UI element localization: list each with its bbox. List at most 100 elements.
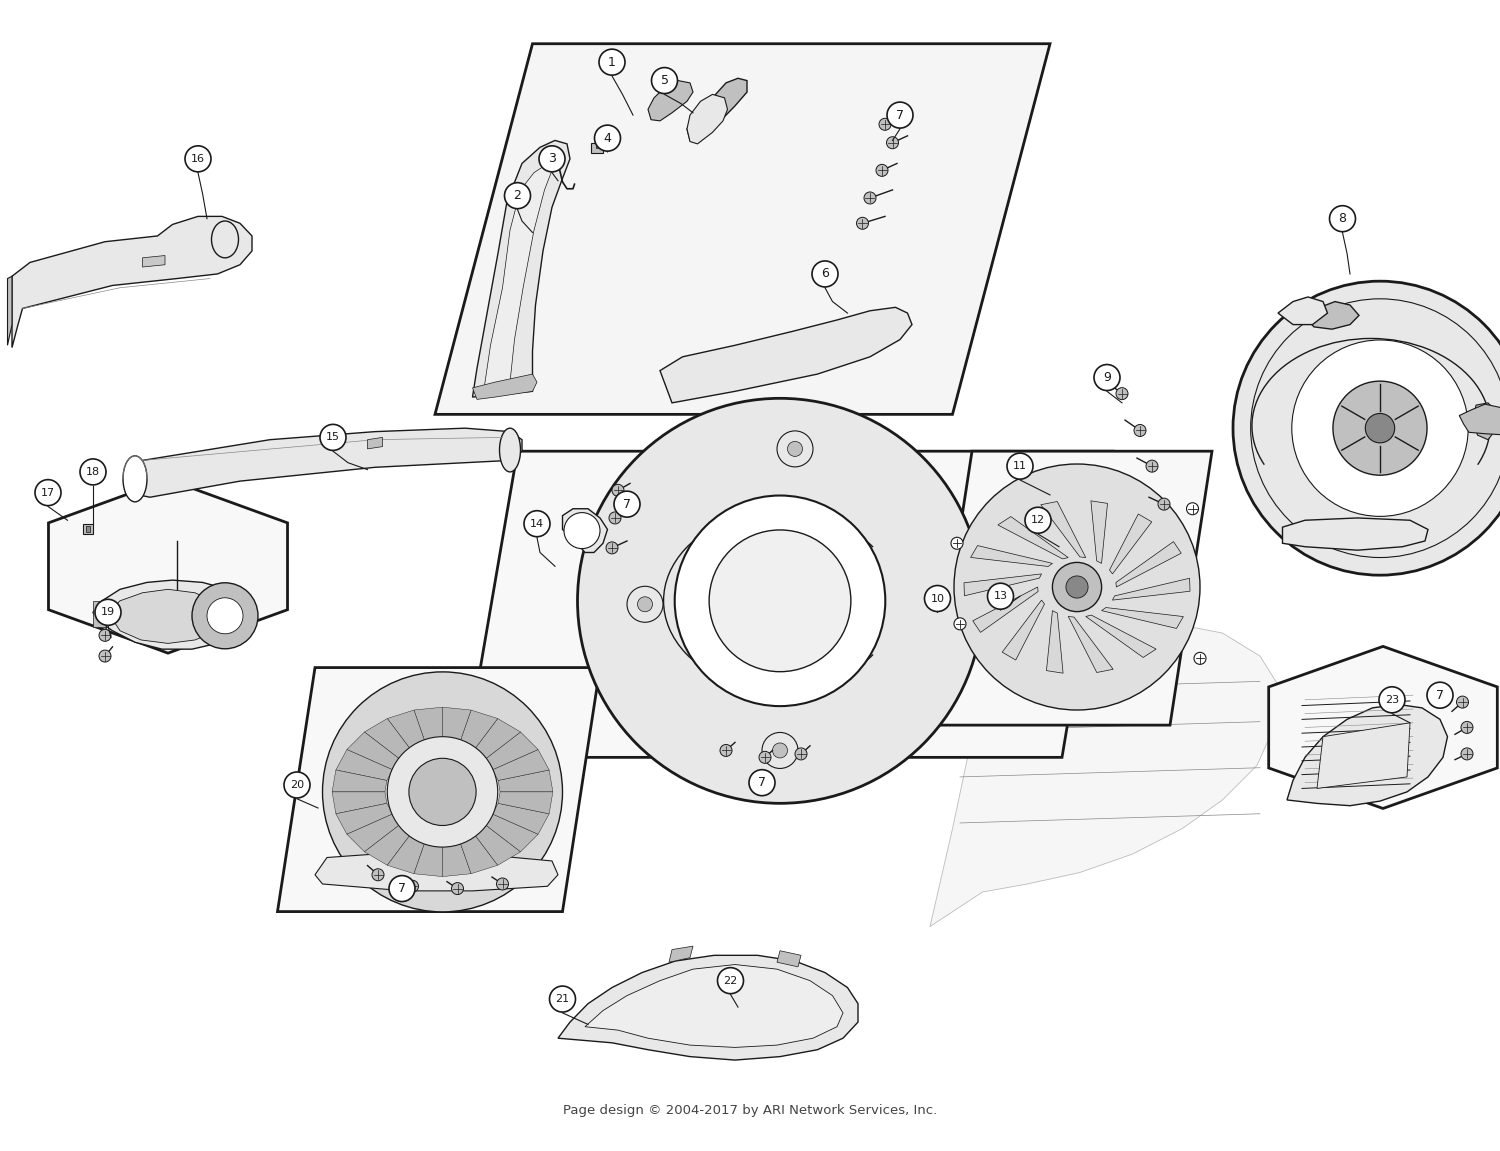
Text: ARI: ARI xyxy=(484,441,1016,710)
Circle shape xyxy=(1378,687,1406,712)
Ellipse shape xyxy=(211,221,238,258)
Text: 7: 7 xyxy=(398,882,406,895)
Polygon shape xyxy=(346,814,402,852)
Circle shape xyxy=(207,597,243,634)
Polygon shape xyxy=(368,437,382,449)
Polygon shape xyxy=(1317,723,1410,788)
Polygon shape xyxy=(8,276,12,345)
Polygon shape xyxy=(465,451,1113,757)
Circle shape xyxy=(879,119,891,130)
Polygon shape xyxy=(974,587,1038,632)
Text: 19: 19 xyxy=(100,608,116,617)
Polygon shape xyxy=(492,749,549,780)
Text: 6: 6 xyxy=(821,267,830,281)
Circle shape xyxy=(1066,576,1088,599)
Polygon shape xyxy=(1116,542,1180,587)
Polygon shape xyxy=(364,718,414,761)
Polygon shape xyxy=(142,256,165,267)
Text: 7: 7 xyxy=(758,776,766,790)
Polygon shape xyxy=(1090,501,1107,563)
Circle shape xyxy=(549,986,576,1012)
Polygon shape xyxy=(1305,302,1359,329)
Polygon shape xyxy=(414,707,442,749)
Circle shape xyxy=(951,538,963,549)
Text: 16: 16 xyxy=(190,154,206,163)
Polygon shape xyxy=(1287,704,1448,806)
Ellipse shape xyxy=(500,428,520,472)
Circle shape xyxy=(410,759,476,825)
Circle shape xyxy=(987,584,1014,609)
Polygon shape xyxy=(930,622,1278,927)
Polygon shape xyxy=(998,517,1068,559)
Polygon shape xyxy=(82,524,93,534)
Text: Page design © 2004-2017 by ARI Network Services, Inc.: Page design © 2004-2017 by ARI Network S… xyxy=(562,1104,938,1118)
Polygon shape xyxy=(108,589,228,643)
Polygon shape xyxy=(86,526,90,532)
Circle shape xyxy=(322,672,562,912)
Circle shape xyxy=(1334,381,1426,475)
Circle shape xyxy=(538,146,566,171)
Polygon shape xyxy=(1101,608,1184,628)
Text: 4: 4 xyxy=(603,131,612,145)
Circle shape xyxy=(1233,281,1500,576)
Text: 15: 15 xyxy=(326,433,340,442)
Polygon shape xyxy=(498,792,554,814)
Circle shape xyxy=(720,745,732,756)
Text: 10: 10 xyxy=(930,594,945,603)
Polygon shape xyxy=(483,814,538,852)
Circle shape xyxy=(924,586,951,611)
Text: 20: 20 xyxy=(290,780,304,790)
Circle shape xyxy=(564,512,600,549)
Circle shape xyxy=(1426,683,1454,708)
Polygon shape xyxy=(414,834,442,877)
Circle shape xyxy=(1007,453,1034,479)
Circle shape xyxy=(1024,508,1051,533)
Text: 22: 22 xyxy=(723,976,738,985)
Text: 21: 21 xyxy=(555,994,570,1004)
Circle shape xyxy=(788,441,802,457)
Polygon shape xyxy=(1473,403,1497,440)
Circle shape xyxy=(1094,365,1120,390)
Polygon shape xyxy=(278,668,600,912)
Circle shape xyxy=(717,968,744,993)
Circle shape xyxy=(99,630,111,641)
Circle shape xyxy=(675,496,885,706)
Text: 7: 7 xyxy=(1436,688,1444,702)
Polygon shape xyxy=(458,830,498,874)
Text: 1: 1 xyxy=(608,55,616,69)
Circle shape xyxy=(748,770,776,795)
Circle shape xyxy=(1146,460,1158,472)
Polygon shape xyxy=(648,81,693,121)
Text: 11: 11 xyxy=(1013,462,1028,471)
Text: 7: 7 xyxy=(622,497,632,511)
Polygon shape xyxy=(483,732,538,770)
Polygon shape xyxy=(777,951,801,967)
Polygon shape xyxy=(93,580,248,649)
Text: 13: 13 xyxy=(993,592,1008,601)
Circle shape xyxy=(496,878,508,890)
Circle shape xyxy=(864,192,876,204)
Polygon shape xyxy=(435,44,1050,414)
Circle shape xyxy=(524,511,550,536)
Polygon shape xyxy=(585,965,843,1047)
Circle shape xyxy=(856,218,868,229)
Polygon shape xyxy=(315,852,558,891)
Circle shape xyxy=(1292,340,1468,517)
Text: 18: 18 xyxy=(86,467,100,477)
Polygon shape xyxy=(1002,600,1044,660)
Polygon shape xyxy=(471,718,520,761)
Circle shape xyxy=(1186,503,1198,514)
Polygon shape xyxy=(472,140,570,397)
Circle shape xyxy=(772,742,788,759)
Circle shape xyxy=(406,881,418,892)
Ellipse shape xyxy=(123,456,147,502)
Polygon shape xyxy=(48,480,288,653)
Circle shape xyxy=(452,883,464,894)
Circle shape xyxy=(759,752,771,763)
Text: 9: 9 xyxy=(1102,371,1112,384)
Text: 17: 17 xyxy=(40,488,56,497)
Circle shape xyxy=(1116,388,1128,399)
Text: 5: 5 xyxy=(660,74,669,87)
Circle shape xyxy=(284,772,310,798)
Polygon shape xyxy=(442,834,471,877)
